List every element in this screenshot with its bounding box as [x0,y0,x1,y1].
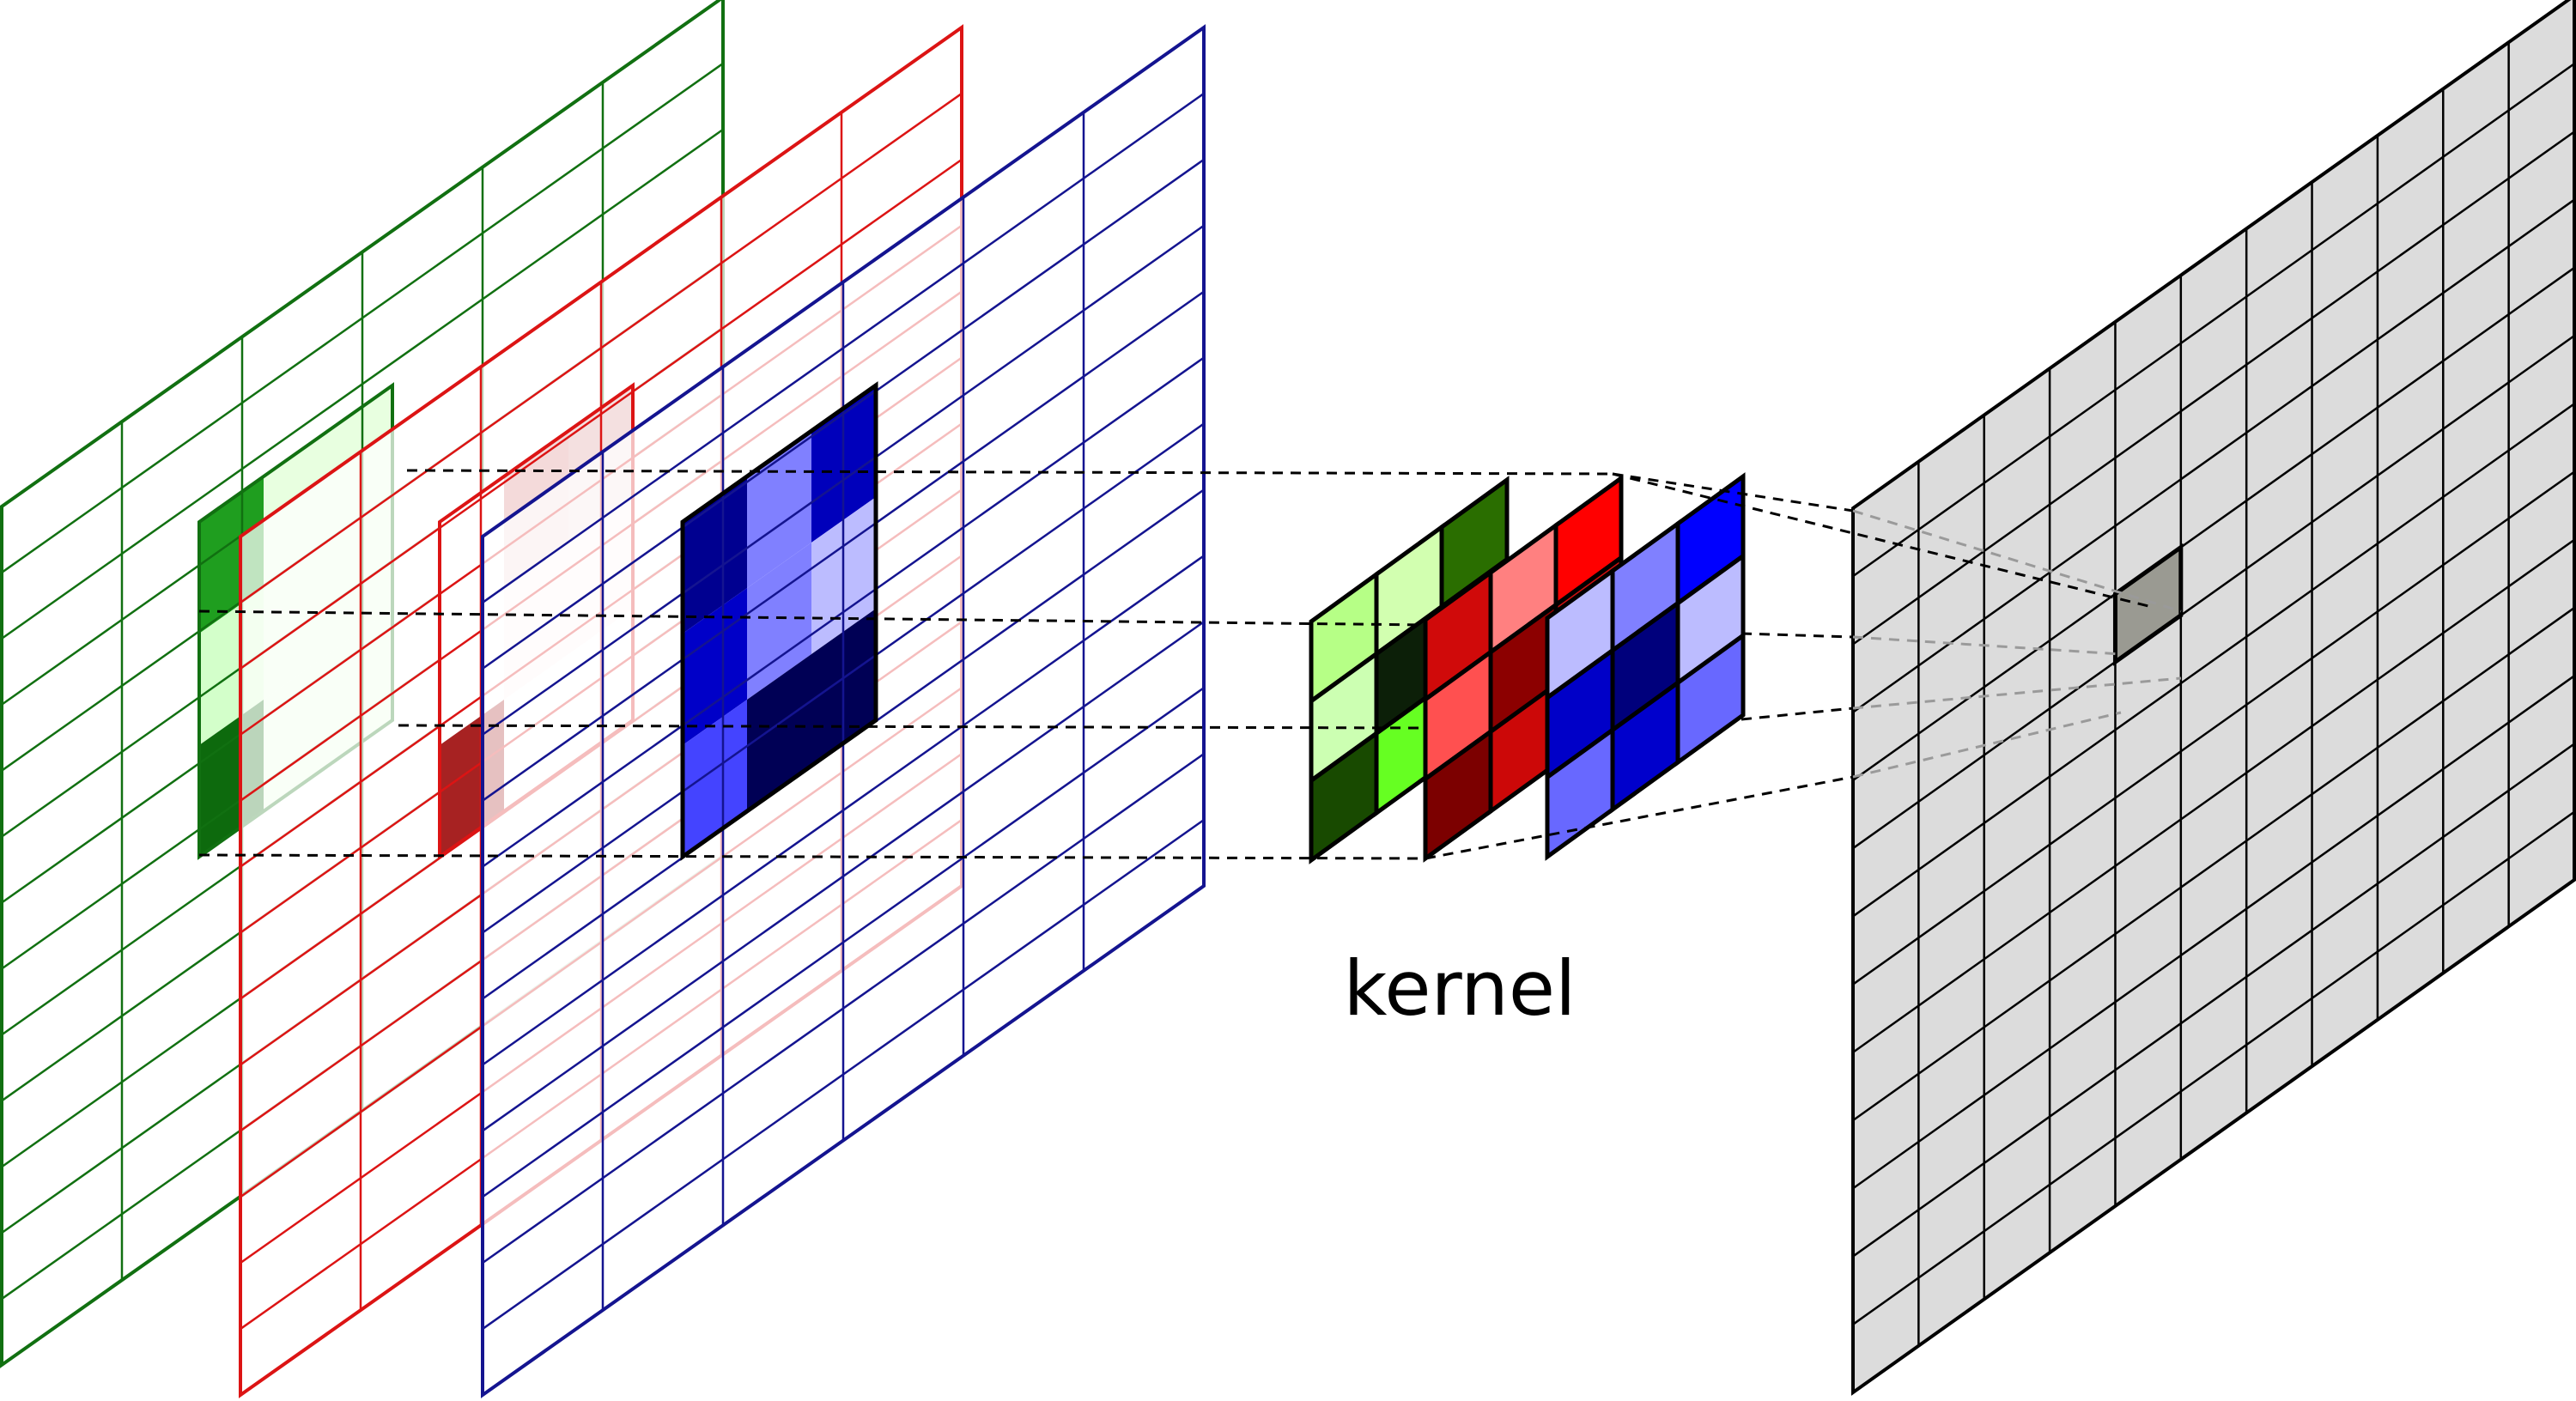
grid-line [1,62,724,573]
grid-line [240,92,963,603]
grid-line [482,290,1205,802]
grid-line [1852,538,2575,1053]
guide-line [198,853,1426,860]
window-cell [747,543,811,700]
guide-lines [198,469,2182,860]
output-border [1851,0,2576,1396]
grid-line [482,819,1205,1331]
grid-line [1852,743,2575,1258]
grid-line [1852,675,2575,1190]
kernel-cell [1675,631,1746,767]
grid-line [482,158,1205,670]
grid-line [240,158,963,670]
grid-line [1852,198,2575,713]
guide-line [1425,775,1854,860]
window-cell [683,700,747,857]
guide-line [398,724,1426,730]
grid-line [482,621,1205,1132]
guide-line [1612,472,2156,610]
guide-line-faint [1852,509,2182,613]
guide-line [1741,632,1854,639]
window-outline [680,381,878,861]
guide-line [406,469,1613,476]
layer-border [481,24,1206,1398]
grid-line [482,422,1205,934]
window-cell [683,588,747,745]
guide-line [1612,472,1854,512]
guide-line-faint [1852,635,2122,656]
guide-line-faint [1852,676,2182,710]
grid-line [1852,335,2575,850]
grid-line [482,92,1205,603]
grid-line [482,687,1205,1198]
grid-line [1852,470,2575,986]
grid-line [482,753,1205,1265]
kernel-label: kernel [1343,944,1577,1033]
grid-line [1852,403,2575,918]
kernel-blue [1545,472,1746,861]
grid-line [1852,63,2575,578]
grid-line [482,224,1205,736]
grid-line [482,356,1205,868]
output-feature-map [1851,0,2576,1396]
grid-line [1852,607,2575,1122]
guide-line-faint [1852,711,2122,779]
guide-line [1741,707,1854,721]
window-cell [747,654,811,811]
blue-channel [481,24,1206,1398]
grid-line [1852,810,2575,1325]
output-background [1853,0,2574,1392]
grid-line [1,128,724,640]
grid-line [1852,266,2575,781]
grid-line [482,555,1205,1066]
grid-line [1852,130,2575,646]
guide-line [198,610,1428,627]
